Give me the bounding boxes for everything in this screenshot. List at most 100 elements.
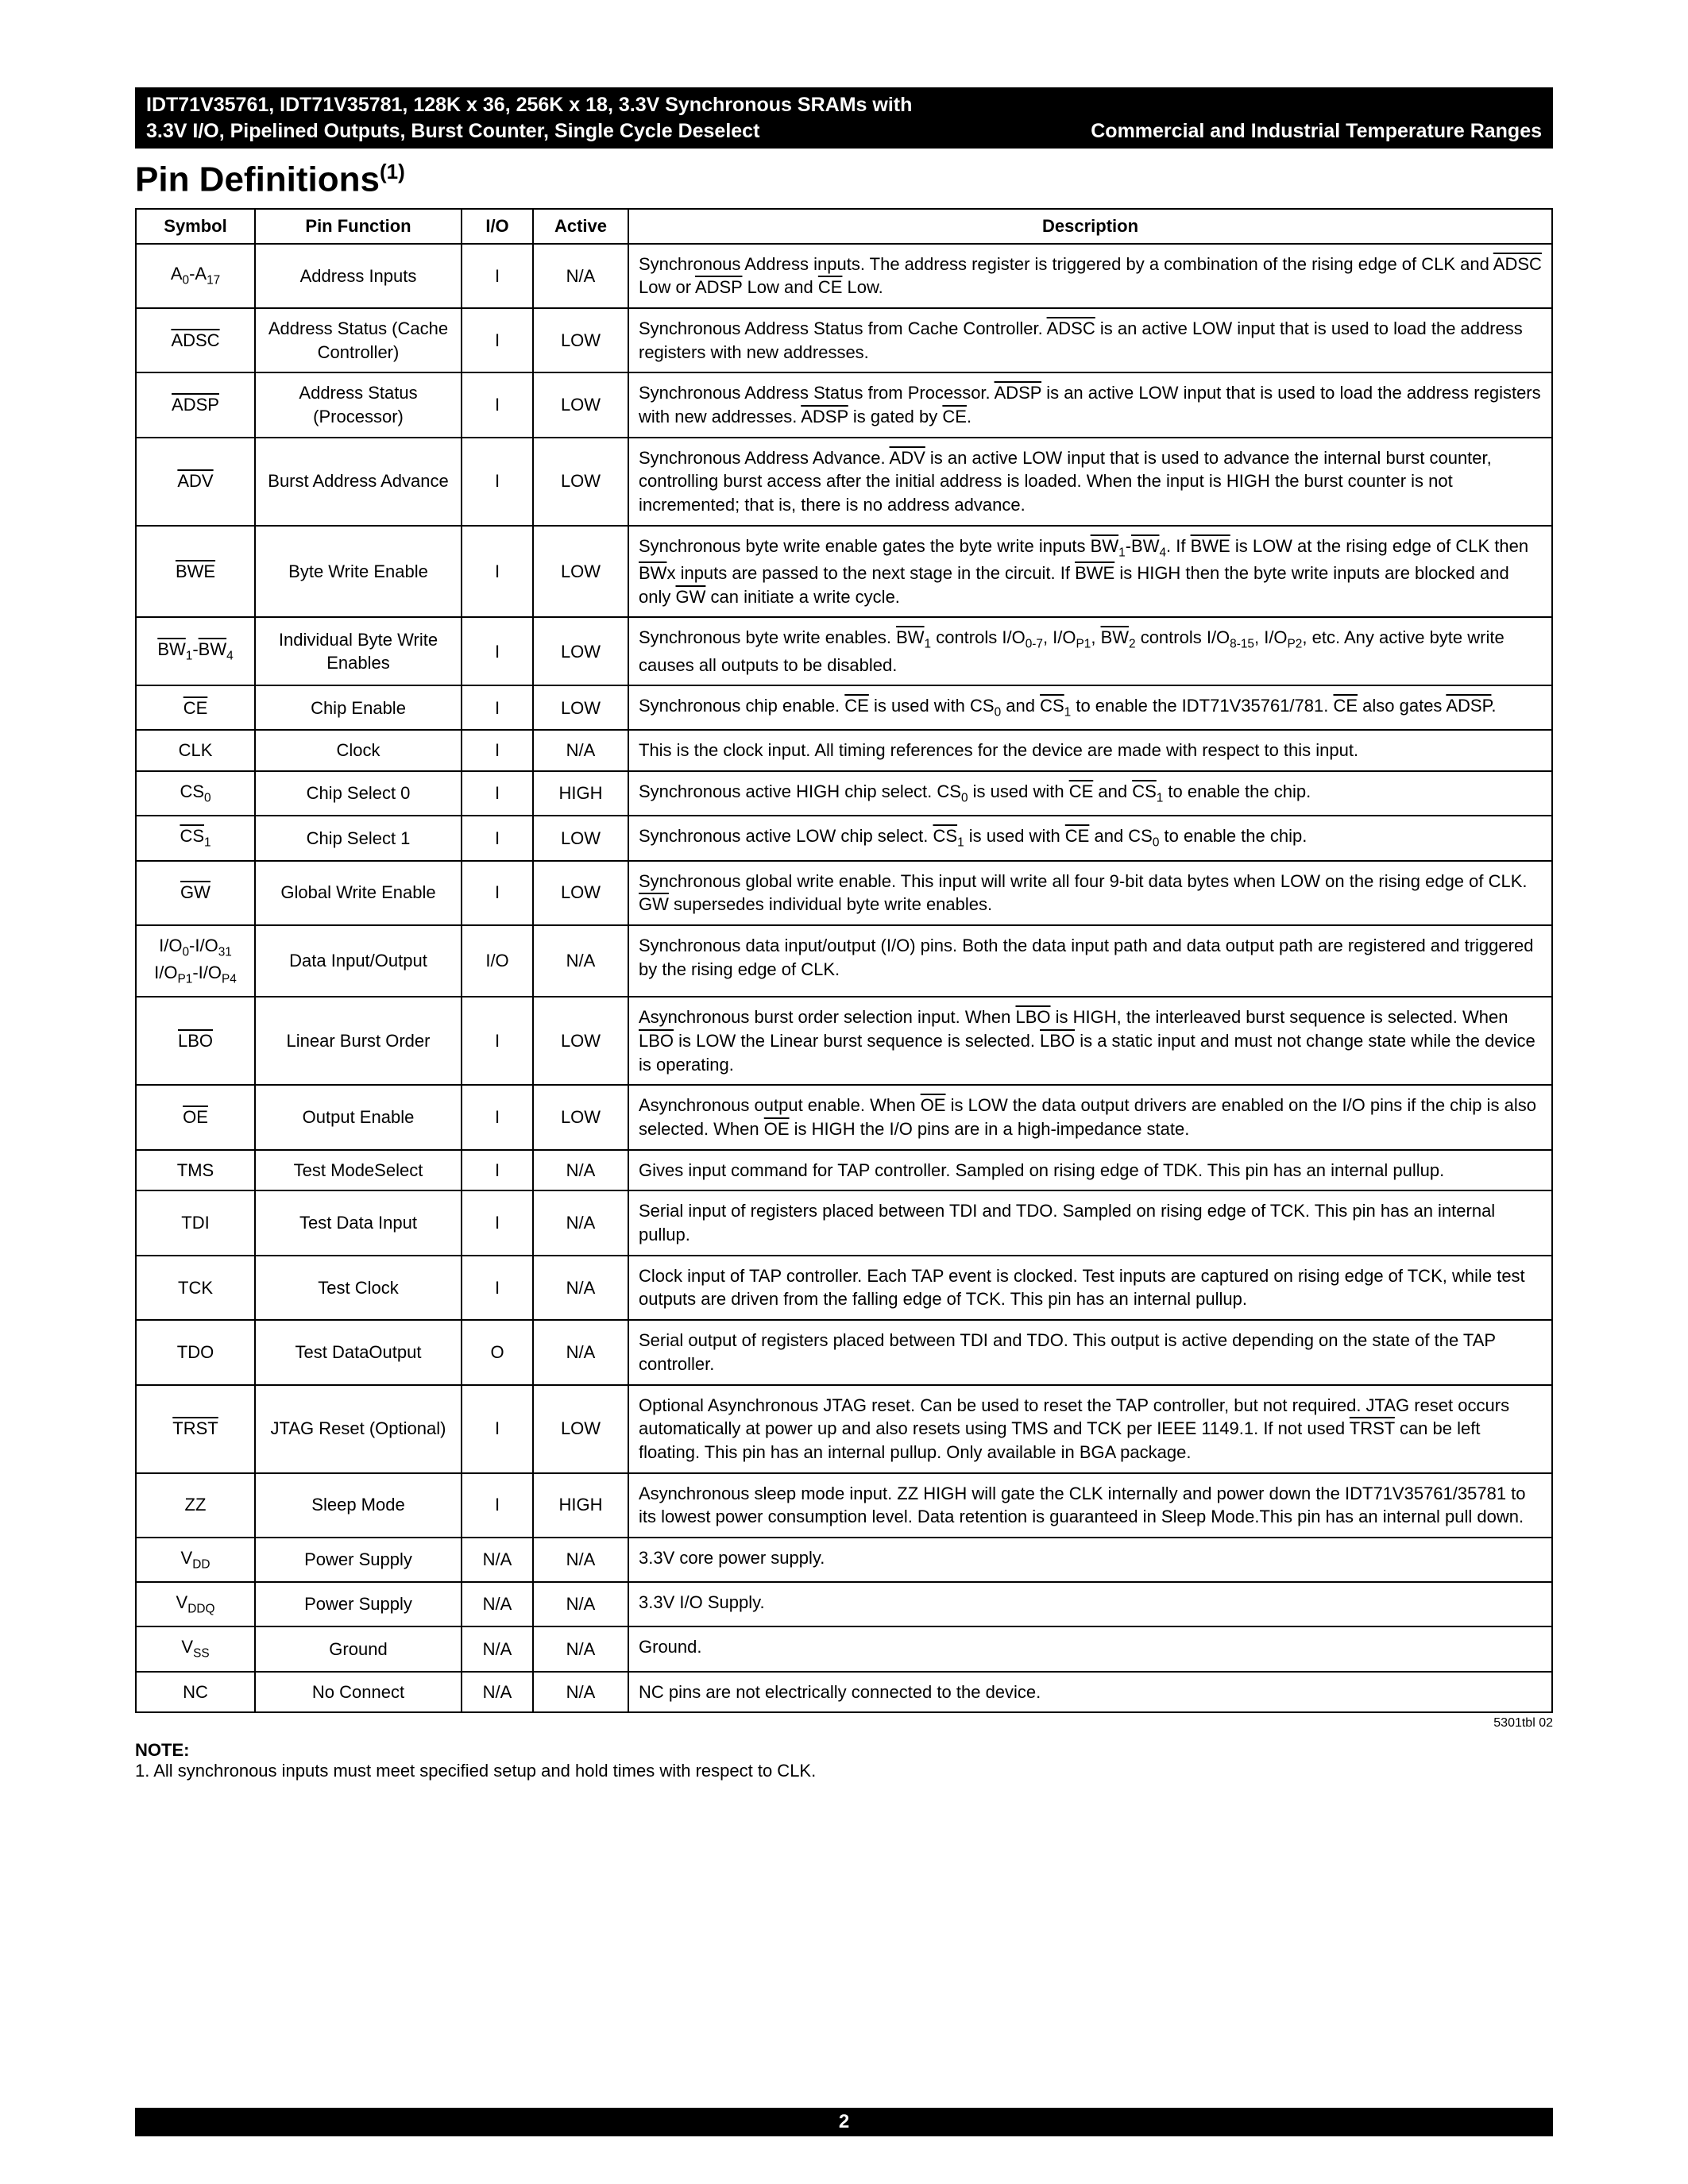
cell-description: Synchronous Address Advance. ADV is an a… xyxy=(628,438,1552,526)
cell-symbol: ADSC xyxy=(136,308,255,372)
cell-active: N/A xyxy=(533,1150,628,1191)
cell-active: HIGH xyxy=(533,1473,628,1538)
cell-description: This is the clock input. All timing refe… xyxy=(628,730,1552,771)
cell-io: I xyxy=(462,816,533,860)
cell-function: Address Status (Cache Controller) xyxy=(255,308,462,372)
cell-function: Power Supply xyxy=(255,1538,462,1582)
cell-symbol: CS1 xyxy=(136,816,255,860)
cell-description: Synchronous chip enable. CE is used with… xyxy=(628,685,1552,730)
table-row: OEOutput EnableILOWAsynchronous output e… xyxy=(136,1085,1552,1149)
header-line-2-right: Commercial and Industrial Temperature Ra… xyxy=(1091,118,1542,145)
cell-io: I xyxy=(462,244,533,308)
table-row: ADSPAddress Status (Processor)ILOWSynchr… xyxy=(136,372,1552,437)
cell-symbol: TCK xyxy=(136,1256,255,1320)
pin-definitions-table: Symbol Pin Function I/O Active Descripti… xyxy=(135,208,1553,1714)
table-row: CS1Chip Select 1ILOWSynchronous active L… xyxy=(136,816,1552,860)
cell-active: LOW xyxy=(533,308,628,372)
cell-function: Address Inputs xyxy=(255,244,462,308)
cell-io: I xyxy=(462,308,533,372)
col-header-active: Active xyxy=(533,209,628,244)
cell-io: I xyxy=(462,1150,533,1191)
cell-io: I xyxy=(462,730,533,771)
table-row: TRSTJTAG Reset (Optional)ILOWOptional As… xyxy=(136,1385,1552,1473)
footer-page-number: 2 xyxy=(135,2108,1553,2136)
cell-symbol: BWE xyxy=(136,526,255,618)
cell-io: I xyxy=(462,526,533,618)
cell-description: Clock input of TAP controller. Each TAP … xyxy=(628,1256,1552,1320)
cell-io: I xyxy=(462,771,533,816)
cell-symbol: ADSP xyxy=(136,372,255,437)
table-row: A0-A17Address InputsIN/ASynchronous Addr… xyxy=(136,244,1552,308)
col-header-symbol: Symbol xyxy=(136,209,255,244)
note-text: 1. All synchronous inputs must meet spec… xyxy=(135,1761,816,1781)
cell-symbol: A0-A17 xyxy=(136,244,255,308)
cell-symbol: ADV xyxy=(136,438,255,526)
cell-description: Gives input command for TAP controller. … xyxy=(628,1150,1552,1191)
cell-function: Chip Enable xyxy=(255,685,462,730)
cell-description: Synchronous Address Status from Cache Co… xyxy=(628,308,1552,372)
cell-io: I/O xyxy=(462,925,533,997)
cell-active: N/A xyxy=(533,1538,628,1582)
cell-description: Synchronous global write enable. This in… xyxy=(628,861,1552,925)
cell-io: N/A xyxy=(462,1582,533,1626)
cell-active: HIGH xyxy=(533,771,628,816)
table-row: BW1-BW4Individual Byte Write EnablesILOW… xyxy=(136,617,1552,685)
table-row: BWEByte Write EnableILOWSynchronous byte… xyxy=(136,526,1552,618)
cell-active: LOW xyxy=(533,617,628,685)
cell-active: LOW xyxy=(533,1385,628,1473)
table-row: ADSCAddress Status (Cache Controller)ILO… xyxy=(136,308,1552,372)
table-row: TMSTest ModeSelectIN/AGives input comman… xyxy=(136,1150,1552,1191)
cell-function: Test ModeSelect xyxy=(255,1150,462,1191)
section-title-text: Pin Definitions xyxy=(135,160,380,199)
table-row: CLKClockIN/AThis is the clock input. All… xyxy=(136,730,1552,771)
cell-symbol: OE xyxy=(136,1085,255,1149)
cell-description: Ground. xyxy=(628,1626,1552,1671)
header-line-2-left: 3.3V I/O, Pipelined Outputs, Burst Count… xyxy=(146,118,759,145)
cell-active: LOW xyxy=(533,372,628,437)
cell-description: Synchronous Address inputs. The address … xyxy=(628,244,1552,308)
cell-function: No Connect xyxy=(255,1672,462,1713)
cell-function: Burst Address Advance xyxy=(255,438,462,526)
cell-active: N/A xyxy=(533,244,628,308)
cell-description: 3.3V core power supply. xyxy=(628,1538,1552,1582)
cell-symbol: NC xyxy=(136,1672,255,1713)
cell-io: N/A xyxy=(462,1538,533,1582)
header-line-1: IDT71V35761, IDT71V35781, 128K x 36, 256… xyxy=(146,92,1542,118)
cell-symbol: VSS xyxy=(136,1626,255,1671)
cell-active: N/A xyxy=(533,730,628,771)
cell-io: I xyxy=(462,1385,533,1473)
cell-io: I xyxy=(462,1256,533,1320)
cell-function: Output Enable xyxy=(255,1085,462,1149)
cell-description: Synchronous active HIGH chip select. CS0… xyxy=(628,771,1552,816)
col-header-io: I/O xyxy=(462,209,533,244)
table-row: VDDQPower SupplyN/AN/A3.3V I/O Supply. xyxy=(136,1582,1552,1626)
cell-description: Synchronous Address Status from Processo… xyxy=(628,372,1552,437)
cell-function: Individual Byte Write Enables xyxy=(255,617,462,685)
cell-active: LOW xyxy=(533,1085,628,1149)
table-row: NCNo ConnectN/AN/ANC pins are not electr… xyxy=(136,1672,1552,1713)
cell-active: LOW xyxy=(533,438,628,526)
cell-function: Test DataOutput xyxy=(255,1320,462,1384)
cell-symbol: VDD xyxy=(136,1538,255,1582)
cell-function: Test Clock xyxy=(255,1256,462,1320)
cell-function: Chip Select 0 xyxy=(255,771,462,816)
cell-symbol: CE xyxy=(136,685,255,730)
cell-io: O xyxy=(462,1320,533,1384)
cell-active: LOW xyxy=(533,816,628,860)
cell-active: LOW xyxy=(533,861,628,925)
cell-active: N/A xyxy=(533,925,628,997)
cell-function: Linear Burst Order xyxy=(255,997,462,1085)
cell-symbol: VDDQ xyxy=(136,1582,255,1626)
cell-symbol: CS0 xyxy=(136,771,255,816)
cell-symbol: TMS xyxy=(136,1150,255,1191)
cell-description: Synchronous data input/output (I/O) pins… xyxy=(628,925,1552,997)
table-row: TCKTest ClockIN/AClock input of TAP cont… xyxy=(136,1256,1552,1320)
cell-io: I xyxy=(462,861,533,925)
cell-description: Synchronous byte write enable gates the … xyxy=(628,526,1552,618)
cell-description: NC pins are not electrically connected t… xyxy=(628,1672,1552,1713)
section-title-sup: (1) xyxy=(380,160,405,183)
cell-active: N/A xyxy=(533,1320,628,1384)
cell-function: Byte Write Enable xyxy=(255,526,462,618)
cell-active: N/A xyxy=(533,1672,628,1713)
cell-function: Address Status (Processor) xyxy=(255,372,462,437)
